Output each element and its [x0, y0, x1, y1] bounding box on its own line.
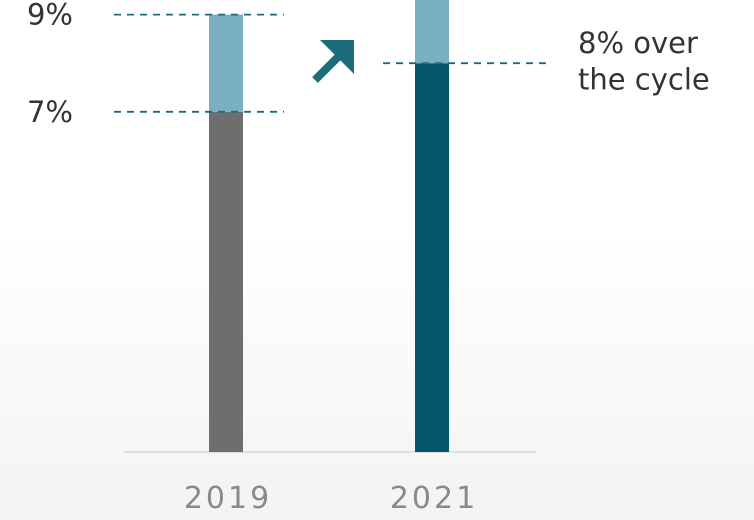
reference-label-9pct: 9%: [27, 0, 73, 32]
reference-label-line-1: 8% over: [578, 26, 698, 60]
reference-label-7pct: 7%: [27, 95, 73, 129]
reference-lines-layer: 9% 7% 8% over the cycle: [27, 0, 710, 129]
bars-layer: [209, 0, 449, 453]
annotation-icons-layer: [312, 40, 354, 83]
reference-label-2021: 8% over the cycle: [578, 26, 710, 96]
x-tick-label-2019: 2019: [184, 481, 272, 516]
bar-2019-segment-2: [209, 14, 243, 112]
bar-2021-segment-1: [415, 63, 449, 452]
reference-label-line-2: the cycle: [578, 62, 710, 96]
tick-labels-layer: 2019 2021: [184, 481, 478, 516]
arrow-up-right-icon: [312, 40, 354, 83]
x-tick-label-2021: 2021: [390, 481, 478, 516]
bar-2019-segment-1: [209, 111, 243, 453]
bar-2021-segment-2: [415, 0, 449, 64]
